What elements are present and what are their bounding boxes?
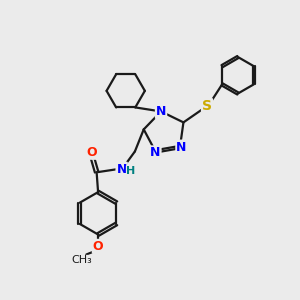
Text: N: N — [116, 163, 127, 176]
Text: S: S — [202, 99, 212, 113]
Text: CH₃: CH₃ — [71, 255, 92, 266]
Text: O: O — [86, 146, 97, 159]
Text: O: O — [93, 240, 104, 253]
Text: N: N — [150, 146, 161, 159]
Text: N: N — [156, 105, 166, 118]
Text: N: N — [176, 141, 187, 154]
Text: H: H — [126, 166, 136, 176]
